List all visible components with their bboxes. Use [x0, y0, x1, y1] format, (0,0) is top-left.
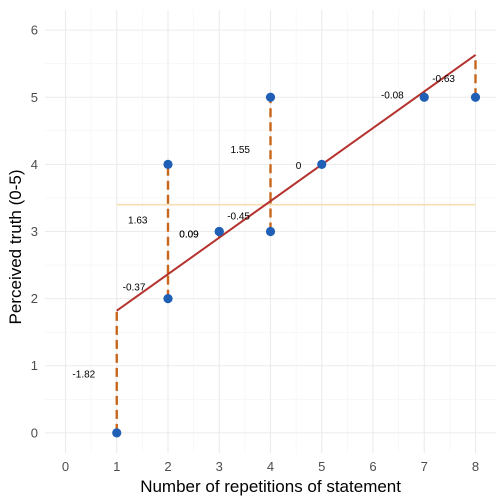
- y-tick-labels: 0 1 2 3 4 5 6: [31, 23, 38, 441]
- y-tick-label: 2: [31, 291, 38, 306]
- x-tick-label: 3: [216, 459, 223, 474]
- data-point: [163, 294, 173, 304]
- data-point: [214, 226, 224, 237]
- y-axis-title: Perceived truth (0-5): [6, 170, 25, 325]
- x-tick-label: 7: [421, 459, 428, 474]
- residual-label: -0.63: [432, 74, 455, 85]
- x-tick-label: 6: [369, 459, 376, 474]
- x-tick-label: 2: [164, 459, 171, 474]
- y-tick-label: 0: [31, 425, 38, 440]
- y-tick-label: 5: [31, 90, 38, 105]
- y-tick-label: 4: [31, 157, 38, 172]
- data-point: [265, 226, 276, 237]
- fit-line: [116, 54, 477, 312]
- residual-label: -0.37: [123, 283, 146, 294]
- residual-label: -1.82: [72, 369, 95, 380]
- residual-label: 1.63: [128, 216, 148, 227]
- data-point: [265, 92, 276, 102]
- point-layer: [112, 92, 481, 438]
- x-axis-title: Number of repetitions of statement: [140, 477, 401, 496]
- residual-label: 1.55: [231, 145, 251, 156]
- residual-label: -0.08: [381, 91, 404, 102]
- residual-label: 0.09: [179, 230, 199, 241]
- y-tick-label: 1: [31, 358, 38, 373]
- y-tick-label: 6: [31, 23, 38, 38]
- residual-label: 0: [296, 161, 302, 172]
- x-tick-label: 1: [113, 459, 120, 474]
- x-tick-labels: 0 1 2 3 4 5 6 7 8: [62, 459, 479, 474]
- x-tick-label: 4: [267, 459, 274, 474]
- fit-line-layer: [116, 54, 477, 312]
- residual-label: -0.45: [227, 212, 250, 223]
- data-point: [470, 92, 481, 102]
- data-point: [112, 428, 122, 438]
- residual-label-layer: -1.82-0.371.630.090.09-0.451.550-0.08-0.…: [72, 74, 455, 380]
- x-tick-label: 0: [62, 459, 69, 474]
- data-point: [419, 92, 429, 102]
- x-tick-label: 5: [318, 459, 325, 474]
- x-tick-label: 8: [472, 459, 479, 474]
- data-point: [317, 159, 327, 169]
- residual-label: 0.09: [179, 230, 199, 241]
- data-point: [163, 159, 173, 169]
- y-tick-label: 3: [31, 224, 38, 239]
